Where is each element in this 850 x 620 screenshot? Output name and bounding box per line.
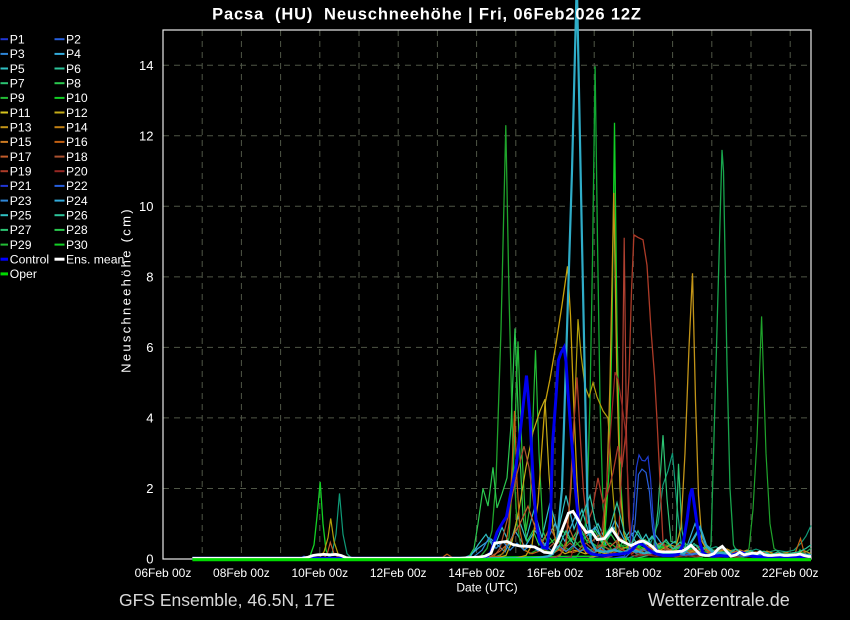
svg-text:P22: P22 bbox=[66, 179, 88, 193]
svg-text:P24: P24 bbox=[66, 194, 88, 208]
svg-text:P28: P28 bbox=[66, 223, 88, 237]
svg-text:P29: P29 bbox=[10, 238, 32, 252]
svg-text:8: 8 bbox=[146, 269, 153, 284]
svg-text:14Feb 00z: 14Feb 00z bbox=[448, 566, 505, 580]
svg-text:0: 0 bbox=[146, 552, 153, 567]
svg-text:P21: P21 bbox=[10, 179, 32, 193]
svg-text:14: 14 bbox=[139, 58, 153, 73]
svg-text:Pacsa (HU) Neuschneehöhe | F: Pacsa (HU) Neuschneehöhe | Fri, 06Feb202… bbox=[212, 6, 642, 24]
svg-text:P27: P27 bbox=[10, 223, 32, 237]
svg-text:12: 12 bbox=[139, 128, 153, 143]
svg-text:18Feb 00z: 18Feb 00z bbox=[605, 566, 662, 580]
svg-text:P4: P4 bbox=[66, 47, 81, 61]
svg-text:P9: P9 bbox=[10, 91, 25, 105]
svg-text:P26: P26 bbox=[66, 209, 88, 223]
svg-text:Oper: Oper bbox=[10, 267, 37, 281]
svg-text:P3: P3 bbox=[10, 47, 25, 61]
svg-text:12Feb 00z: 12Feb 00z bbox=[370, 566, 427, 580]
svg-text:P10: P10 bbox=[66, 91, 88, 105]
svg-text:P18: P18 bbox=[66, 150, 88, 164]
svg-text:16Feb 00z: 16Feb 00z bbox=[527, 566, 584, 580]
svg-text:P1: P1 bbox=[10, 33, 25, 47]
svg-text:P2: P2 bbox=[66, 33, 81, 47]
svg-text:2: 2 bbox=[146, 481, 153, 496]
svg-text:Wetterzentrale.de: Wetterzentrale.de bbox=[648, 590, 790, 610]
svg-text:Control: Control bbox=[10, 253, 49, 267]
svg-text:P20: P20 bbox=[66, 165, 88, 179]
svg-text:08Feb 00z: 08Feb 00z bbox=[213, 566, 270, 580]
svg-text:P14: P14 bbox=[66, 121, 88, 135]
svg-text:10: 10 bbox=[139, 199, 153, 214]
svg-text:P25: P25 bbox=[10, 209, 32, 223]
svg-text:10Feb 00z: 10Feb 00z bbox=[291, 566, 348, 580]
svg-text:22Feb 00z: 22Feb 00z bbox=[762, 566, 819, 580]
svg-text:P13: P13 bbox=[10, 121, 32, 135]
svg-text:P16: P16 bbox=[66, 135, 88, 149]
svg-text:06Feb 00z: 06Feb 00z bbox=[135, 566, 192, 580]
svg-text:P12: P12 bbox=[66, 106, 88, 120]
svg-text:P8: P8 bbox=[66, 77, 81, 91]
svg-text:6: 6 bbox=[146, 340, 153, 355]
svg-text:P30: P30 bbox=[66, 238, 88, 252]
svg-text:P15: P15 bbox=[10, 135, 32, 149]
svg-text:P11: P11 bbox=[10, 106, 31, 120]
svg-text:GFS Ensemble, 46.5N, 17E: GFS Ensemble, 46.5N, 17E bbox=[119, 590, 335, 610]
svg-text:P6: P6 bbox=[66, 62, 81, 76]
svg-text:Neuschneehöhe (cm): Neuschneehöhe (cm) bbox=[119, 207, 134, 373]
svg-text:P23: P23 bbox=[10, 194, 32, 208]
svg-text:P19: P19 bbox=[10, 165, 32, 179]
svg-text:20Feb 00z: 20Feb 00z bbox=[683, 566, 740, 580]
svg-text:Ens. mean: Ens. mean bbox=[66, 253, 124, 267]
svg-text:Date (UTC): Date (UTC) bbox=[456, 581, 517, 595]
svg-text:P7: P7 bbox=[10, 77, 25, 91]
svg-text:P17: P17 bbox=[10, 150, 32, 164]
svg-text:P5: P5 bbox=[10, 62, 25, 76]
svg-text:4: 4 bbox=[146, 410, 153, 425]
